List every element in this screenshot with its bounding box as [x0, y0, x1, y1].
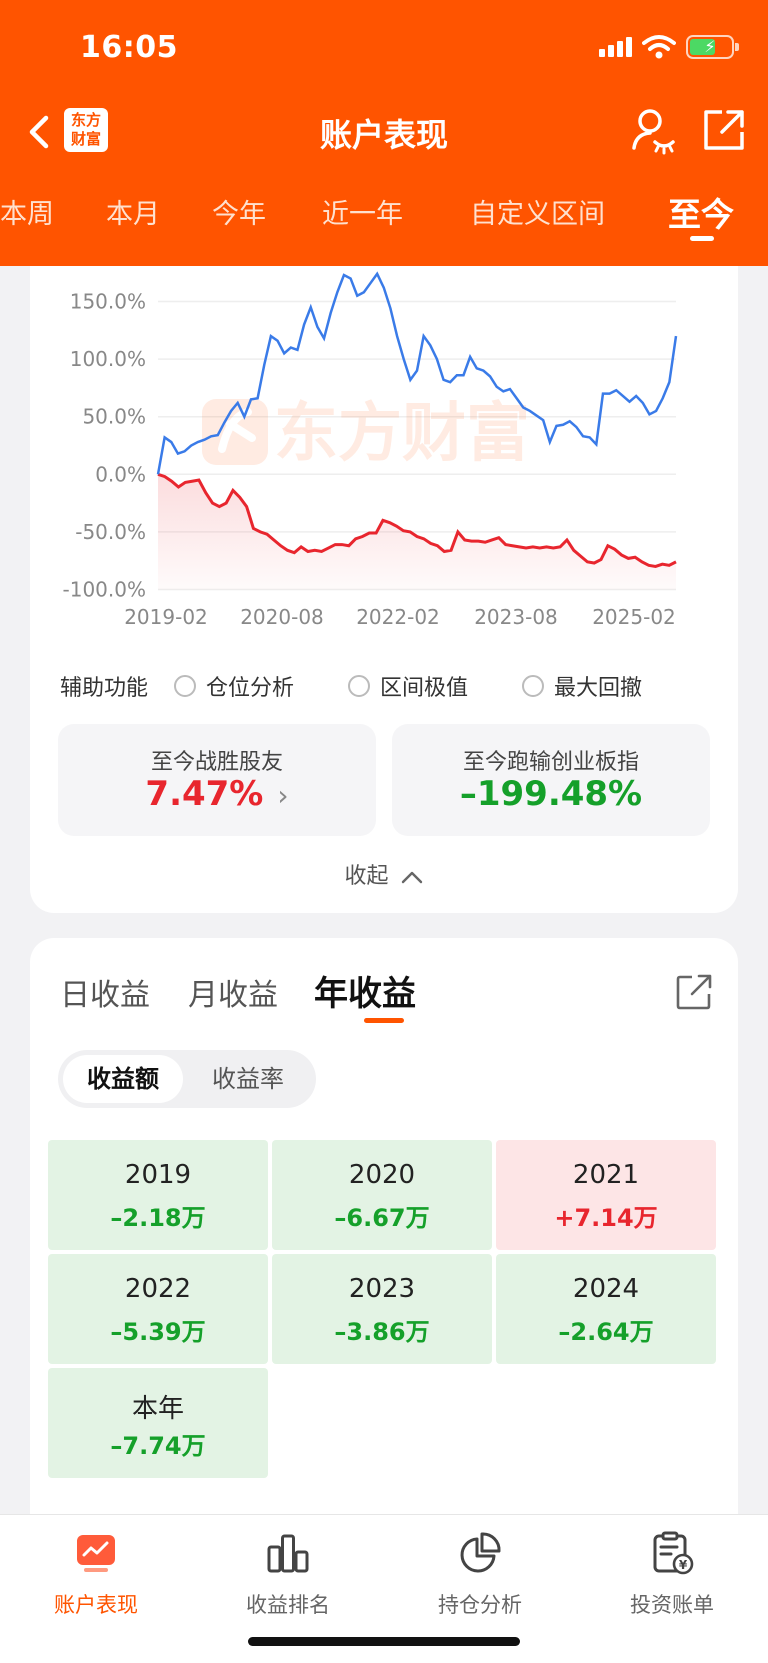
blue-series-line [156, 271, 678, 475]
bottom-navigation: 账户表现 收益排名 持仓分析 ¥ 投资账单 [0, 1514, 768, 1663]
y-tick-label: 50.0% [82, 405, 146, 429]
aux-label: 辅助功能 [60, 676, 149, 701]
tab-this-year[interactable]: 今年 [212, 199, 266, 230]
chevron-right-icon[interactable]: › [277, 779, 289, 812]
export-icon[interactable] [674, 972, 714, 1012]
svg-text:东方财富: 东方财富 [274, 397, 530, 471]
radio-max-drawdown[interactable]: 最大回撤 [522, 670, 642, 702]
y-tick-label: -50.0% [75, 520, 146, 544]
aux-functions: 辅助功能 仓位分析 区间极值 最大回撤 [60, 670, 710, 704]
year-cell[interactable]: 2023 –3.86万 [272, 1254, 492, 1364]
y-tick-label: -100.0% [63, 578, 146, 602]
amount-rate-toggle[interactable]: 收益额 收益率 [58, 1050, 316, 1108]
svg-text:¥: ¥ [679, 1558, 688, 1572]
beat-peers-value: 7.47% [145, 774, 264, 814]
y-tick-label: 150.0% [70, 290, 146, 314]
status-time: 16:05 [80, 30, 178, 65]
nav-account-performance[interactable]: 账户表现 [0, 1531, 192, 1619]
eastmoney-logo: 东方 财富 [64, 108, 108, 152]
radio-circle-icon[interactable] [522, 675, 544, 697]
bar-ranking-icon [267, 1534, 309, 1573]
chart-screen-icon [77, 1535, 115, 1572]
year-cell[interactable]: 2024 –2.64万 [496, 1254, 716, 1364]
chevron-up-icon [401, 871, 422, 884]
radio-position-analysis[interactable]: 仓位分析 [174, 670, 294, 702]
y-tick-label: 0.0% [95, 462, 146, 486]
red-series-area [158, 474, 676, 590]
active-tab-indicator [690, 236, 714, 241]
status-icons: ⚡ [599, 34, 739, 60]
home-indicator [248, 1637, 520, 1646]
vs-chinext-stat: 至今跑输创业板指 –199.48% [392, 724, 710, 836]
tab-week[interactable]: 本周 [0, 199, 54, 230]
tab-since-inception[interactable]: 至今 [668, 195, 734, 234]
beat-peers-stat[interactable]: 至今战胜股友 7.47% › [58, 724, 376, 836]
nav-return-ranking[interactable]: 收益排名 [192, 1531, 384, 1619]
year-cell[interactable]: 2019 –2.18万 [48, 1140, 268, 1250]
x-tick-label: 2022-02 [356, 605, 440, 629]
page-title: 账户表现 [319, 116, 448, 154]
header: 16:05 ⚡ 东方 财富 账户表现 本周 本月 今年 [0, 0, 768, 266]
nav-holdings-analysis[interactable]: 持仓分析 [384, 1531, 576, 1619]
tab-month[interactable]: 本月 [106, 199, 160, 230]
y-tick-label: 100.0% [70, 347, 146, 371]
toggle-rate[interactable]: 收益率 [212, 1065, 284, 1093]
nav-investment-bill[interactable]: ¥ 投资账单 [576, 1531, 768, 1619]
share-icon[interactable] [700, 106, 748, 154]
tab-custom-range[interactable]: 自定义区间 [470, 199, 605, 230]
watermark: 东方财富 [202, 397, 530, 471]
tab-yearly-returns[interactable]: 年收益 [314, 974, 416, 1014]
cellular-signal-icon [599, 37, 632, 57]
red-series-line [157, 472, 677, 569]
radio-circle-icon[interactable] [348, 675, 370, 697]
user-privacy-icon[interactable] [628, 106, 678, 156]
x-tick-label: 2019-02 [124, 605, 208, 629]
tab-last-year[interactable]: 近一年 [322, 199, 403, 230]
x-tick-label: 2023-08 [474, 605, 558, 629]
vs-chinext-value: –199.48% [459, 774, 643, 814]
bill-icon: ¥ [653, 1531, 694, 1575]
period-tabs: 本周 本月 今年 近一年 自定义区间 至今 [0, 192, 768, 242]
active-returns-tab-indicator [364, 1018, 404, 1023]
performance-card: 东方财富 150.0% 100.0% 50.0% 0.0% -50.0% -100.0% … [30, 266, 738, 913]
collapse-button[interactable]: 收起 [30, 858, 738, 890]
x-tick-label: 2020-08 [240, 605, 324, 629]
tab-monthly-returns[interactable]: 月收益 [188, 978, 278, 1013]
battery-icon: ⚡ [686, 35, 739, 59]
wifi-icon [642, 35, 676, 59]
radio-circle-icon[interactable] [174, 675, 196, 697]
pie-chart-icon [460, 1532, 501, 1573]
year-cell[interactable]: 2020 –6.67万 [272, 1140, 492, 1250]
performance-chart[interactable]: 东方财富 150.0%100.0%50.0%0.0%-50.0%-100.0% … [30, 266, 738, 646]
back-icon[interactable] [20, 110, 60, 154]
radio-range-extremes[interactable]: 区间极值 [348, 670, 468, 702]
x-tick-label: 2025-02 [592, 605, 676, 629]
returns-card: 日收益 月收益 年收益 收益额 收益率 2019 –2.18万 2020 –6.… [30, 938, 738, 1518]
year-cell[interactable]: 2022 –5.39万 [48, 1254, 268, 1364]
tab-daily-returns[interactable]: 日收益 [60, 978, 150, 1013]
toggle-amount[interactable]: 收益额 [63, 1055, 183, 1103]
year-cell[interactable]: 本年 –7.74万 [48, 1368, 268, 1478]
year-cell[interactable]: 2021 +7.14万 [496, 1140, 716, 1250]
